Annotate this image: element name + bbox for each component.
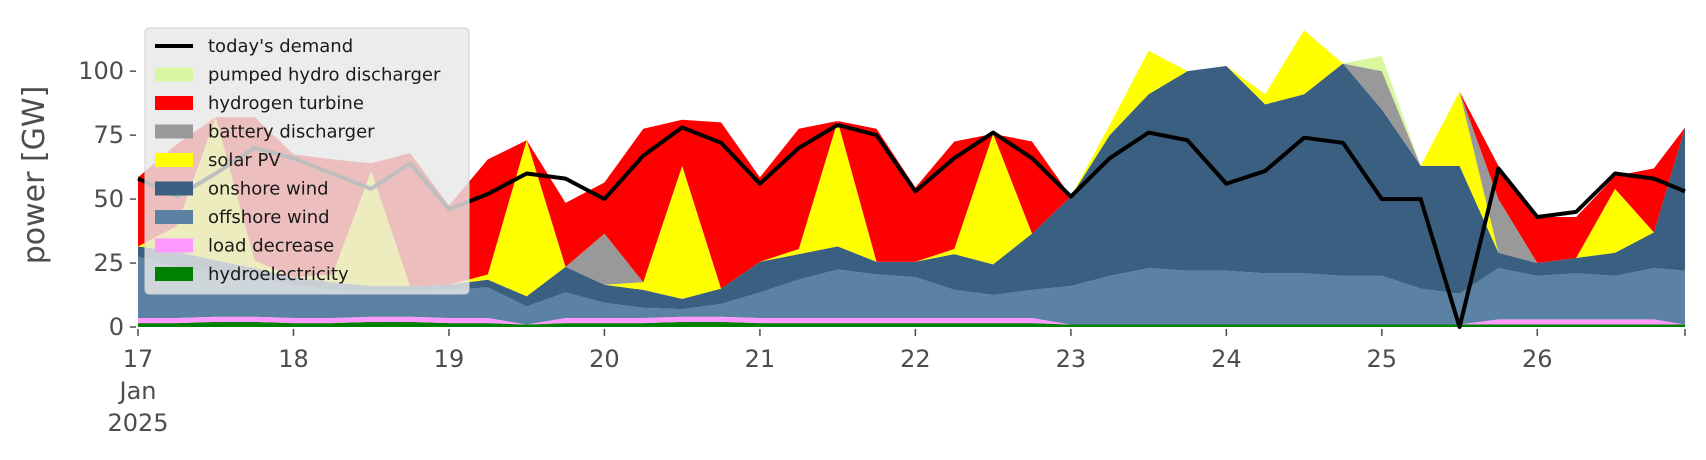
y-tick-label: 75 [93,121,124,149]
legend-box [144,27,470,295]
x-tick-sublabel: Jan [118,377,157,405]
legend-swatch-solar-pv [155,153,193,167]
legend-label-solar-pv: solar PV [208,150,281,171]
area-onshore-wind [138,63,1685,310]
x-tick-label: 26 [1522,345,1553,373]
area-load-decrease [138,316,1685,325]
legend-label-onshore-wind: onshore wind [208,179,329,200]
x-tick-label: 23 [1056,345,1087,373]
legend-swatch-battery-discharger [155,124,193,139]
y-tick-label: 0 [109,313,124,341]
legend-label-load-decrease: load decrease [208,236,334,257]
y-axis-title: power [GW] [17,86,52,265]
legend-label-today-s-demand: today's demand [208,36,353,57]
x-tick-label: 24 [1211,345,1242,373]
legend-swatch-load-decrease [155,238,193,253]
y-tick-label: 50 [93,185,124,213]
x-tick-label: 22 [900,345,931,373]
x-tick-label: 21 [745,345,776,373]
legend-swatch-hydrogen-turbine [155,96,193,110]
legend-swatch-pumped-hydro-discharger [155,67,193,82]
legend-label-hydrogen-turbine: hydrogen turbine [208,93,364,114]
y-tick-label: 25 [93,249,124,277]
legend-label-pumped-hydro-discharger: pumped hydro discharger [208,65,441,86]
axes: 0 25 50 75 100 17 Jan 2025 18 19 20 21 22 23 24 25 26 [78,57,1686,437]
x-tick-label: 17 [123,345,154,373]
x-tick-label: 18 [278,345,309,373]
legend: today's demand pumped hydro discharger hyd… [144,27,470,295]
legend-label-hydroelectricity: hydroelectricity [208,264,349,285]
y-tick-label: 100 [78,57,124,85]
area-offshore-wind [138,256,1685,325]
area-solar-pv [138,30,1685,299]
legend-swatch-onshore-wind [155,181,193,196]
legend-label-offshore-wind: offshore wind [208,207,330,228]
x-tick-label: 20 [589,345,620,373]
legend-swatch-offshore-wind [155,210,193,224]
area-hydroelectricity [138,321,1685,327]
x-tick-label: 19 [434,345,465,373]
x-tick-sublabel: 2025 [107,409,168,437]
legend-swatch-hydroelectricity [155,267,193,281]
legend-label-battery-discharger: battery discharger [208,122,375,143]
x-tick-label: 25 [1367,345,1398,373]
